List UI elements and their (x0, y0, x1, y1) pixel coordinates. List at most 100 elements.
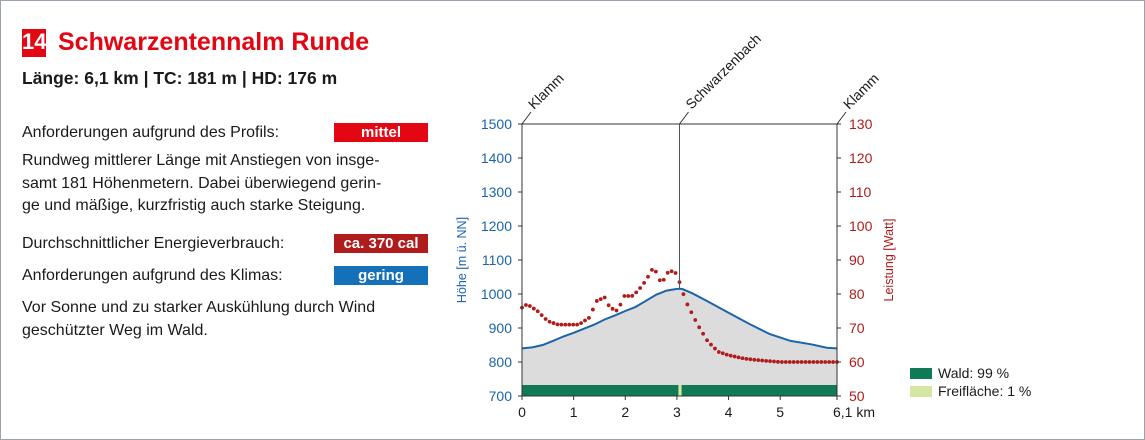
power-point (555, 322, 560, 327)
energy-row: Durchschnittlicher Energieverbrauch: ca.… (22, 234, 428, 254)
power-point (618, 302, 623, 307)
description-line: ge und mäßige, kurzfristig auch starke S… (22, 197, 366, 214)
power-point (598, 297, 603, 301)
legend-item-open-area: Freifläche: 1 % (910, 383, 1031, 399)
elevation-line (521, 287, 838, 350)
power-point (551, 321, 556, 325)
power-point (590, 307, 595, 312)
power-point (579, 321, 583, 326)
power-point (831, 360, 835, 364)
power-point (807, 360, 812, 364)
power-point (535, 309, 540, 314)
power-point (756, 358, 761, 363)
open-area-swatch (910, 385, 932, 397)
power-point (791, 360, 796, 364)
y-tick-label: 900 (489, 320, 513, 336)
power-point (783, 360, 788, 364)
power-point (614, 308, 619, 313)
power-point (583, 318, 587, 323)
power-point (669, 269, 674, 274)
power-point (720, 351, 725, 356)
power-point (705, 338, 709, 343)
y2-tick-label: 110 (849, 184, 872, 200)
y-tick-label: 1200 (481, 218, 512, 234)
profile-requirement-label: Anforderungen aufgrund des Profils: (22, 124, 280, 141)
power-point (709, 342, 713, 347)
power-point (539, 313, 544, 318)
y-tick-label: 800 (489, 354, 513, 370)
legend-item-forest: Wald: 99 % (910, 365, 1009, 381)
power-point (693, 318, 698, 322)
y2-tick-label: 90 (849, 252, 865, 268)
power-point (728, 353, 733, 358)
power-point (803, 360, 808, 364)
description-line: samt 181 Höhenmetern. Dabei überwiegend … (22, 174, 382, 192)
power-point (524, 303, 528, 307)
power-point (657, 278, 662, 283)
power-point (795, 360, 800, 364)
y-tick-label: 1400 (481, 150, 512, 166)
power-point (768, 359, 772, 364)
header: 14 Schwarzentennalm Runde (22, 28, 369, 57)
energy-badge: ca. 370 cal (334, 234, 428, 253)
y2-axis-title: Leistung [Watt] (882, 219, 896, 302)
power-point (638, 286, 643, 290)
power-point (697, 325, 702, 330)
route-number-badge: 14 (22, 28, 46, 57)
power-point (764, 358, 769, 363)
y-tick-label: 1500 (481, 116, 512, 132)
power-point (827, 360, 832, 364)
waypoint-label: Klamm (840, 70, 882, 112)
power-point (547, 319, 552, 324)
waypoint-leader (679, 111, 689, 125)
landcover-segment (681, 385, 837, 396)
y2-tick-label: 120 (849, 150, 873, 166)
profile-description: Rundweg mittlerer Länge mit Anstiegen vo… (22, 150, 432, 218)
description-line: Rundweg mittlerer Länge mit Anstiegen vo… (22, 152, 380, 169)
power-point (736, 355, 741, 360)
landcover-segment (678, 385, 682, 396)
power-point (567, 322, 572, 327)
power-point (811, 360, 816, 364)
power-point (650, 267, 654, 272)
waypoint-leader (836, 111, 847, 125)
power-point (665, 270, 670, 275)
x-tick-label: 2 (621, 404, 629, 420)
power-point (626, 294, 631, 298)
power-point (559, 322, 564, 327)
landcover-segment (522, 385, 679, 396)
power-point (772, 359, 776, 364)
waypoint-label: Schwarzenbach (682, 30, 764, 112)
power-point (543, 317, 548, 321)
y2-tick-label: 70 (849, 320, 865, 336)
profile-requirement-badge: mittel (334, 123, 428, 142)
power-point (575, 322, 580, 327)
y-axis-title: Höhe [m ü. NN] (455, 217, 469, 303)
power-point (819, 360, 824, 364)
legend-label: Freifläche: 1 % (938, 383, 1032, 399)
climate-badge: gering (334, 266, 428, 285)
power-point (594, 299, 599, 303)
x-tick-label: 6,1 km (833, 404, 875, 420)
waypoint-leader (521, 111, 532, 125)
power-point (787, 360, 792, 364)
power-point (646, 274, 650, 279)
climate-label: Anforderungen aufgrund des Klimas: (22, 267, 283, 284)
power-point (606, 303, 611, 308)
power-point (689, 310, 694, 315)
power-point (748, 357, 753, 362)
y-tick-label: 1300 (481, 184, 512, 200)
y-tick-label: 1000 (481, 286, 512, 302)
climate-note-line: geschützter Weg im Wald. (22, 321, 208, 339)
x-tick-label: 4 (725, 404, 733, 420)
power-point (563, 322, 568, 327)
power-point (815, 360, 820, 364)
x-tick-label: 0 (518, 404, 526, 420)
power-point (799, 360, 804, 364)
route-title: Schwarzentennalm Runde (58, 28, 370, 56)
climate-row: Anforderungen aufgrund des Klimas: gerin… (22, 266, 428, 286)
y2-tick-label: 130 (849, 116, 873, 132)
power-point (571, 322, 576, 327)
energy-label: Durchschnittlicher Energieverbrauch: (22, 235, 285, 252)
